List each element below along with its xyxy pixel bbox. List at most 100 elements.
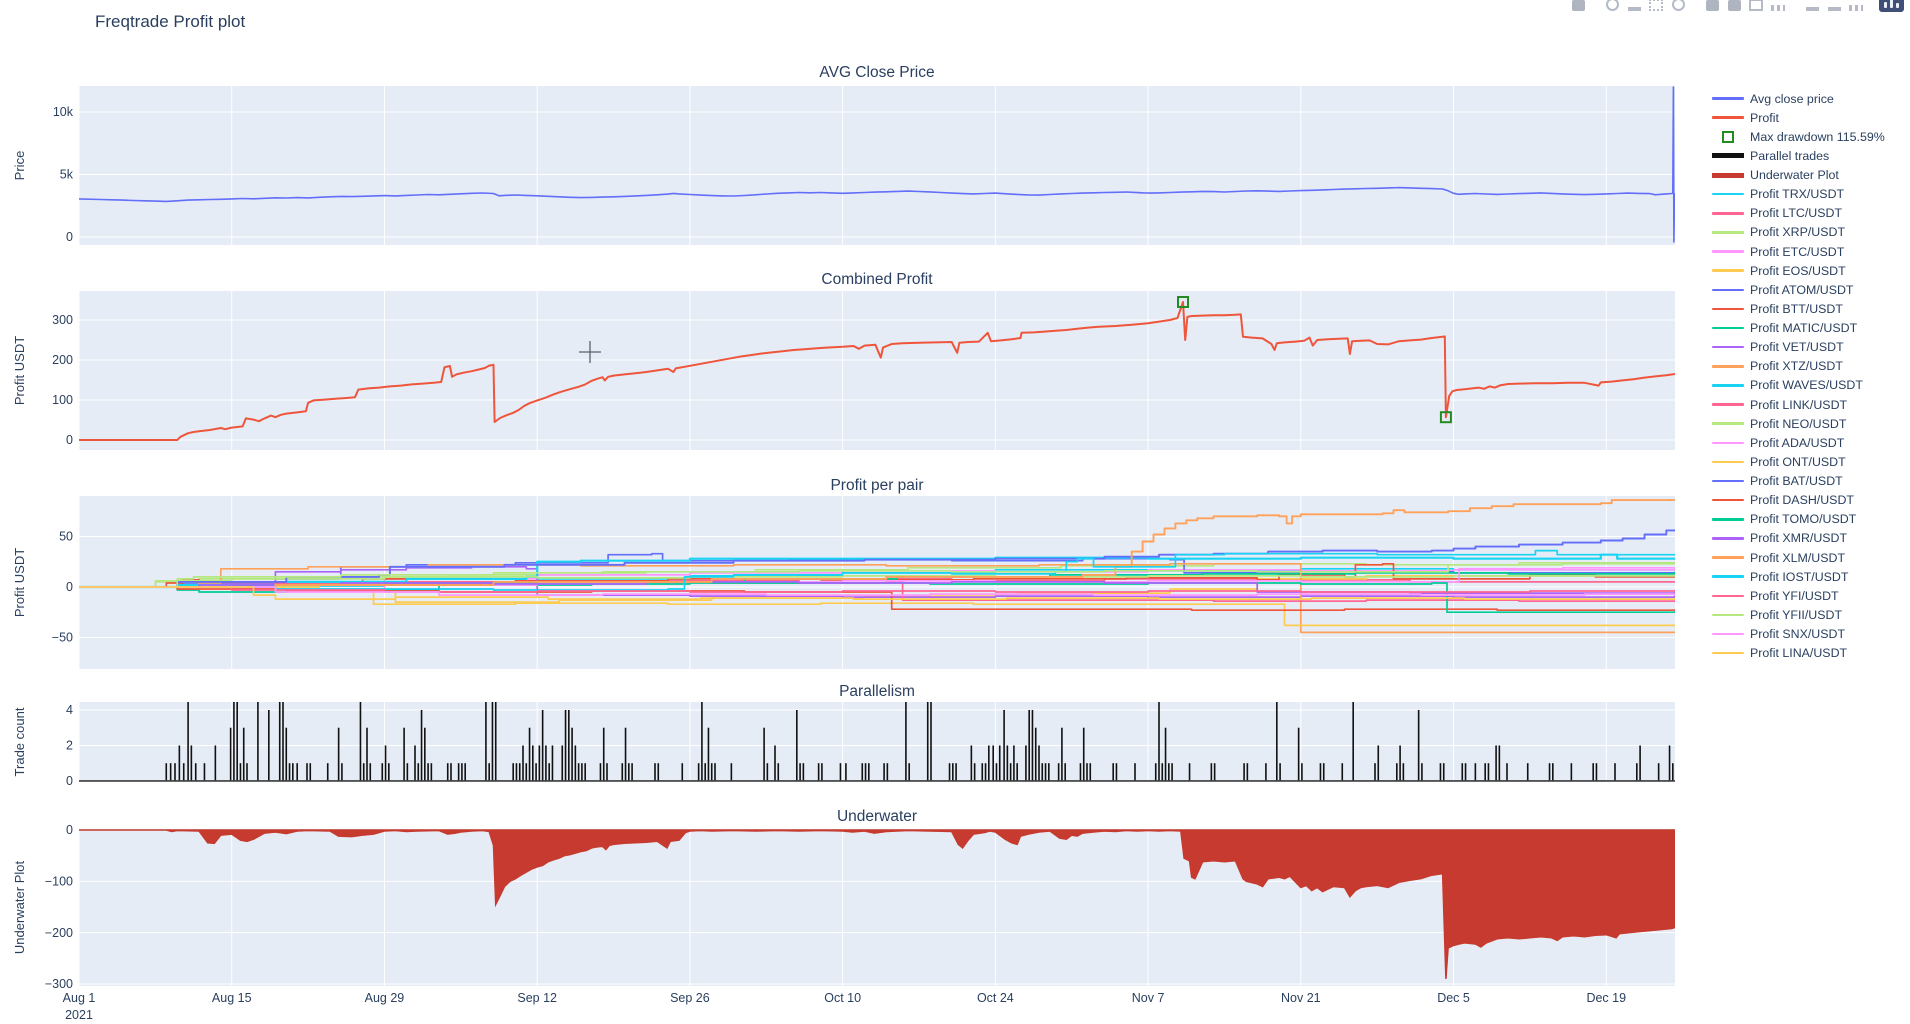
- legend-item-profit-xrp-usdt[interactable]: Profit XRP/USDT: [1712, 223, 1910, 242]
- box-select-icon[interactable]: [1645, 0, 1667, 11]
- legend-swatch-icon: [1712, 479, 1744, 483]
- legend-item-profit-link-usdt[interactable]: Profit LINK/USDT: [1712, 395, 1910, 414]
- legend-swatch-icon: [1712, 250, 1744, 253]
- legend-item-underwater-plot[interactable]: Underwater Plot: [1712, 166, 1910, 185]
- legend-label: Profit NEO/USDT: [1750, 416, 1847, 431]
- legend-swatch-icon: [1712, 326, 1744, 330]
- legend-item-profit-waves-usdt[interactable]: Profit WAVES/USDT: [1712, 376, 1910, 395]
- legend-item-profit-vet-usdt[interactable]: Profit VET/USDT: [1712, 338, 1910, 357]
- lasso-select-icon[interactable]: [1667, 0, 1689, 11]
- legend-label: Profit ONT/USDT: [1750, 454, 1846, 469]
- download-png-icon[interactable]: [1567, 0, 1589, 11]
- reset-axes-icon[interactable]: [1767, 0, 1789, 11]
- trace-profit[interactable]: [79, 301, 1675, 441]
- legend-label: Profit LINK/USDT: [1750, 397, 1848, 412]
- legend-item-max-drawdown-115.59%[interactable]: Max drawdown 115.59%: [1712, 127, 1910, 146]
- legend-item-profit-ada-usdt[interactable]: Profit ADA/USDT: [1712, 433, 1910, 452]
- legend-swatch-icon: [1712, 556, 1744, 559]
- zoom-out-icon[interactable]: [1723, 0, 1745, 11]
- legend-item-profit-yfii-usdt[interactable]: Profit YFII/USDT: [1712, 605, 1910, 624]
- legend-item-profit-matic-usdt[interactable]: Profit MATIC/USDT: [1712, 319, 1910, 338]
- legend-item-profit-xmr-usdt[interactable]: Profit XMR/USDT: [1712, 529, 1910, 548]
- legend-item-profit[interactable]: Profit: [1712, 108, 1910, 127]
- trace-profit-iost-usdt[interactable]: [79, 549, 1675, 591]
- ytick-label: −300: [45, 977, 73, 991]
- legend: Avg close price Profit Max drawdown 115.59…: [1712, 89, 1910, 663]
- legend-label: Profit VET/USDT: [1750, 340, 1844, 355]
- zoom-in-icon[interactable]: [1701, 0, 1723, 11]
- legend-label: Profit TOMO/USDT: [1750, 512, 1857, 527]
- zoom-icon[interactable]: [1601, 0, 1623, 11]
- plot-area-avg-close-price[interactable]: [79, 86, 1675, 245]
- trace-profit-snx-usdt[interactable]: [79, 586, 1675, 596]
- legend-swatch-icon: [1712, 594, 1744, 598]
- xtick-label: Oct 10: [824, 991, 861, 1005]
- legend-item-avg-close-price[interactable]: Avg close price: [1712, 89, 1910, 108]
- legend-label: Profit XMR/USDT: [1750, 531, 1848, 546]
- xtick-label: Sep 26: [670, 991, 710, 1005]
- legend-item-profit-eos-usdt[interactable]: Profit EOS/USDT: [1712, 261, 1910, 280]
- legend-item-profit-xlm-usdt[interactable]: Profit XLM/USDT: [1712, 548, 1910, 567]
- trace-profit-lina-usdt[interactable]: [79, 586, 1675, 600]
- subplot-title-profit-per-pair: Profit per pair: [830, 477, 923, 494]
- xaxis-tick-labels: Aug 1 2021 Aug 15 Aug 29 Sep 12 Sep 26 Oct 10 O…: [63, 991, 1626, 1022]
- legend-swatch-icon: [1712, 632, 1744, 636]
- trace-profit-xlm-usdt[interactable]: [79, 499, 1675, 588]
- trace-underwater-plot[interactable]: [79, 829, 1675, 979]
- toggle-spikelines-icon[interactable]: [1801, 0, 1823, 11]
- xtick-label: Nov 21: [1281, 991, 1321, 1005]
- ytick-label: 0: [66, 230, 73, 244]
- trace-profit-yfii-usdt[interactable]: [79, 562, 1675, 588]
- legend-swatch-icon: [1712, 518, 1744, 521]
- ytick-label: −100: [45, 875, 73, 889]
- legend-item-profit-snx-usdt[interactable]: Profit SNX/USDT: [1712, 625, 1910, 644]
- plot-area-parallelism[interactable]: [79, 702, 1675, 782]
- legend-item-profit-btt-usdt[interactable]: Profit BTT/USDT: [1712, 299, 1910, 318]
- legend-item-profit-dash-usdt[interactable]: Profit DASH/USDT: [1712, 491, 1910, 510]
- legend-item-profit-bat-usdt[interactable]: Profit BAT/USDT: [1712, 472, 1910, 491]
- trace-profit-yfi-usdt[interactable]: [79, 586, 1675, 593]
- trace-profit-xtz-usdt[interactable]: [79, 562, 1675, 634]
- plotly-logo[interactable]: [1879, 0, 1904, 12]
- legend-item-profit-etc-usdt[interactable]: Profit ETC/USDT: [1712, 242, 1910, 261]
- legend-label: Profit WAVES/USDT: [1750, 378, 1863, 393]
- hover-compare-icon[interactable]: [1845, 0, 1867, 11]
- max-drawdown-marker-2[interactable]: [1439, 411, 1452, 424]
- legend-swatch-icon: [1712, 288, 1744, 292]
- legend-item-profit-lina-usdt[interactable]: Profit LINA/USDT: [1712, 644, 1910, 663]
- pan-icon[interactable]: [1623, 0, 1645, 11]
- plot-area-combined-profit[interactable]: [79, 291, 1675, 450]
- legend-swatch-icon: [1712, 537, 1744, 540]
- legend-item-profit-xtz-usdt[interactable]: Profit XTZ/USDT: [1712, 357, 1910, 376]
- trace-profit-neo-usdt[interactable]: [79, 575, 1675, 588]
- legend-item-profit-neo-usdt[interactable]: Profit NEO/USDT: [1712, 414, 1910, 433]
- max-drawdown-marker-1[interactable]: [1177, 296, 1189, 308]
- legend-item-parallel-trades[interactable]: Parallel trades: [1712, 146, 1910, 165]
- yaxis-title-combined-profit: Profit USDT: [12, 336, 27, 405]
- legend-swatch-icon: [1712, 345, 1744, 349]
- legend-item-profit-iost-usdt[interactable]: Profit IOST/USDT: [1712, 567, 1910, 586]
- parallel-trades-bars[interactable]: [165, 702, 1674, 781]
- max-drawdown-marker-icon: [1712, 130, 1744, 143]
- legend-item-profit-ont-usdt[interactable]: Profit ONT/USDT: [1712, 452, 1910, 471]
- legend-label: Profit XTZ/USDT: [1750, 359, 1843, 374]
- legend-item-profit-yfi-usdt[interactable]: Profit YFI/USDT: [1712, 586, 1910, 605]
- subplot-combined-profit: 0 100 200 300 Combined Profit Profit USDT: [12, 271, 1675, 450]
- legend-item-profit-tomo-usdt[interactable]: Profit TOMO/USDT: [1712, 510, 1910, 529]
- trace-avg-close-price[interactable]: [79, 86, 1675, 243]
- xtick-label: Dec 5: [1437, 991, 1470, 1005]
- trace-profit-waves-usdt[interactable]: [79, 553, 1675, 589]
- legend-item-profit-trx-usdt[interactable]: Profit TRX/USDT: [1712, 185, 1910, 204]
- legend-swatch-icon: [1712, 153, 1744, 159]
- autoscale-icon[interactable]: [1745, 0, 1767, 11]
- modebar: [1555, 0, 1904, 13]
- legend-item-profit-atom-usdt[interactable]: Profit ATOM/USDT: [1712, 280, 1910, 299]
- xtick-label: Aug 29: [365, 991, 405, 1005]
- ytick-label: 300: [52, 313, 73, 327]
- legend-item-profit-ltc-usdt[interactable]: Profit LTC/USDT: [1712, 204, 1910, 223]
- ytick-label: 0: [66, 774, 73, 788]
- modebar-group: [1601, 0, 1689, 11]
- hover-closest-icon[interactable]: [1823, 0, 1845, 11]
